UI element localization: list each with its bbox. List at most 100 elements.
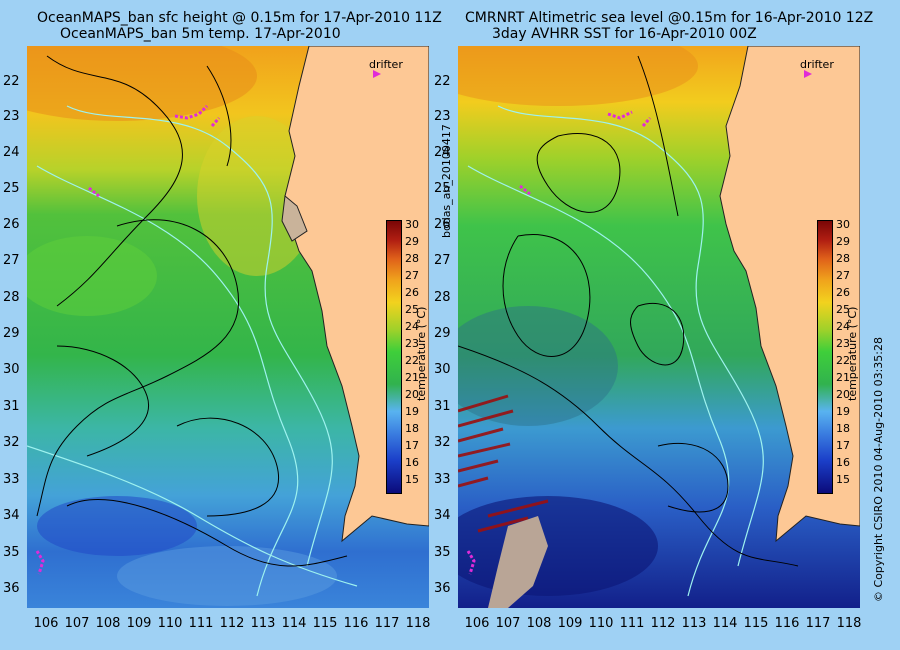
cbar-label: 27 (405, 269, 419, 282)
y-tick: 24 (3, 145, 20, 160)
y-tick: 36 (434, 581, 451, 596)
x-tick: 117 (374, 616, 400, 631)
y-tick: 35 (3, 545, 20, 560)
right-colorbar-title: temperature (°C) (846, 306, 859, 401)
y-tick: 23 (434, 109, 451, 124)
cbar-label: 29 (836, 235, 850, 248)
cbar-label: 22 (405, 354, 419, 367)
left-map-field (27, 46, 429, 608)
y-tick: 36 (3, 581, 20, 596)
y-tick: 22 (434, 74, 451, 89)
y-tick: 26 (434, 217, 451, 232)
y-tick: 22 (3, 74, 20, 89)
middle-run-label: bodas_an_20100417 (440, 124, 453, 238)
cbar-label: 18 (836, 422, 850, 435)
copyright-label: © Copyright CSIRO 2010 04-Aug-2010 03:35… (872, 336, 885, 602)
cbar-label: 27 (836, 269, 850, 282)
y-tick: 33 (434, 472, 451, 487)
x-tick: 112 (650, 616, 676, 631)
left-colorbar (386, 220, 402, 494)
y-tick: 23 (3, 109, 20, 124)
x-tick: 118 (405, 616, 431, 631)
y-tick: 31 (434, 399, 451, 414)
cbar-label: 15 (405, 473, 419, 486)
y-tick: 29 (3, 326, 20, 341)
cbar-label: 23 (405, 337, 419, 350)
x-tick: 108 (95, 616, 121, 631)
cbar-label: 19 (836, 405, 850, 418)
x-tick: 116 (774, 616, 800, 631)
x-tick: 113 (681, 616, 707, 631)
cbar-label: 16 (405, 456, 419, 469)
cbar-label: 25 (836, 303, 850, 316)
cbar-label: 20 (405, 388, 419, 401)
cbar-label: 24 (836, 320, 850, 333)
cbar-label: 21 (405, 371, 419, 384)
y-tick: 25 (3, 181, 20, 196)
right-colorbar (817, 220, 833, 494)
y-tick: 32 (434, 435, 451, 450)
cbar-label: 15 (836, 473, 850, 486)
x-tick: 110 (157, 616, 183, 631)
x-tick: 109 (126, 616, 152, 631)
cbar-label: 23 (836, 337, 850, 350)
y-tick: 34 (434, 508, 451, 523)
x-tick: 115 (312, 616, 338, 631)
y-tick: 31 (3, 399, 20, 414)
x-tick: 112 (219, 616, 245, 631)
y-tick: 34 (3, 508, 20, 523)
right-drifter-label: drifter (800, 58, 834, 71)
x-tick: 110 (588, 616, 614, 631)
cbar-label: 30 (836, 218, 850, 231)
y-tick: 33 (3, 472, 20, 487)
left-map: drifter 30 29 28 27 26 25 24 23 22 21 20… (27, 46, 429, 608)
x-tick: 111 (188, 616, 214, 631)
x-tick: 116 (343, 616, 369, 631)
x-tick: 107 (495, 616, 521, 631)
x-tick: 108 (526, 616, 552, 631)
left-colorbar-title: temperature (°C) (415, 306, 428, 401)
right-title-line2: 3day AVHRR SST for 16-Apr-2010 00Z (492, 26, 757, 42)
cbar-label: 19 (405, 405, 419, 418)
cbar-label: 18 (405, 422, 419, 435)
cbar-label: 29 (405, 235, 419, 248)
right-title-line1: CMRNRT Altimetric sea level @0.15m for 1… (465, 10, 874, 26)
cbar-label: 17 (836, 439, 850, 452)
y-tick: 32 (3, 435, 20, 450)
cbar-label: 17 (405, 439, 419, 452)
x-tick: 113 (250, 616, 276, 631)
y-tick: 26 (3, 217, 20, 232)
y-tick: 24 (434, 145, 451, 160)
x-tick: 115 (743, 616, 769, 631)
y-tick: 25 (434, 181, 451, 196)
x-tick: 118 (836, 616, 862, 631)
y-tick: 29 (434, 326, 451, 341)
left-title-line1: OceanMAPS_ban sfc height @ 0.15m for 17-… (37, 10, 442, 26)
cbar-label: 28 (836, 252, 850, 265)
cbar-label: 24 (405, 320, 419, 333)
y-tick: 30 (434, 362, 451, 377)
left-title-line2: OceanMAPS_ban 5m temp. 17-Apr-2010 (60, 26, 341, 42)
x-tick: 114 (281, 616, 307, 631)
x-tick: 106 (33, 616, 59, 631)
y-tick: 28 (434, 290, 451, 305)
x-tick: 114 (712, 616, 738, 631)
right-map-field (458, 46, 860, 608)
left-drifter-label: drifter (369, 58, 403, 71)
x-tick: 117 (805, 616, 831, 631)
y-tick: 35 (434, 545, 451, 560)
cbar-label: 30 (405, 218, 419, 231)
cbar-label: 26 (836, 286, 850, 299)
cbar-label: 16 (836, 456, 850, 469)
cbar-label: 26 (405, 286, 419, 299)
cbar-label: 28 (405, 252, 419, 265)
x-tick: 109 (557, 616, 583, 631)
x-tick: 111 (619, 616, 645, 631)
cbar-label: 20 (836, 388, 850, 401)
y-tick: 27 (3, 253, 20, 268)
x-tick: 107 (64, 616, 90, 631)
y-tick: 27 (434, 253, 451, 268)
cbar-label: 22 (836, 354, 850, 367)
cbar-label: 25 (405, 303, 419, 316)
x-tick: 106 (464, 616, 490, 631)
